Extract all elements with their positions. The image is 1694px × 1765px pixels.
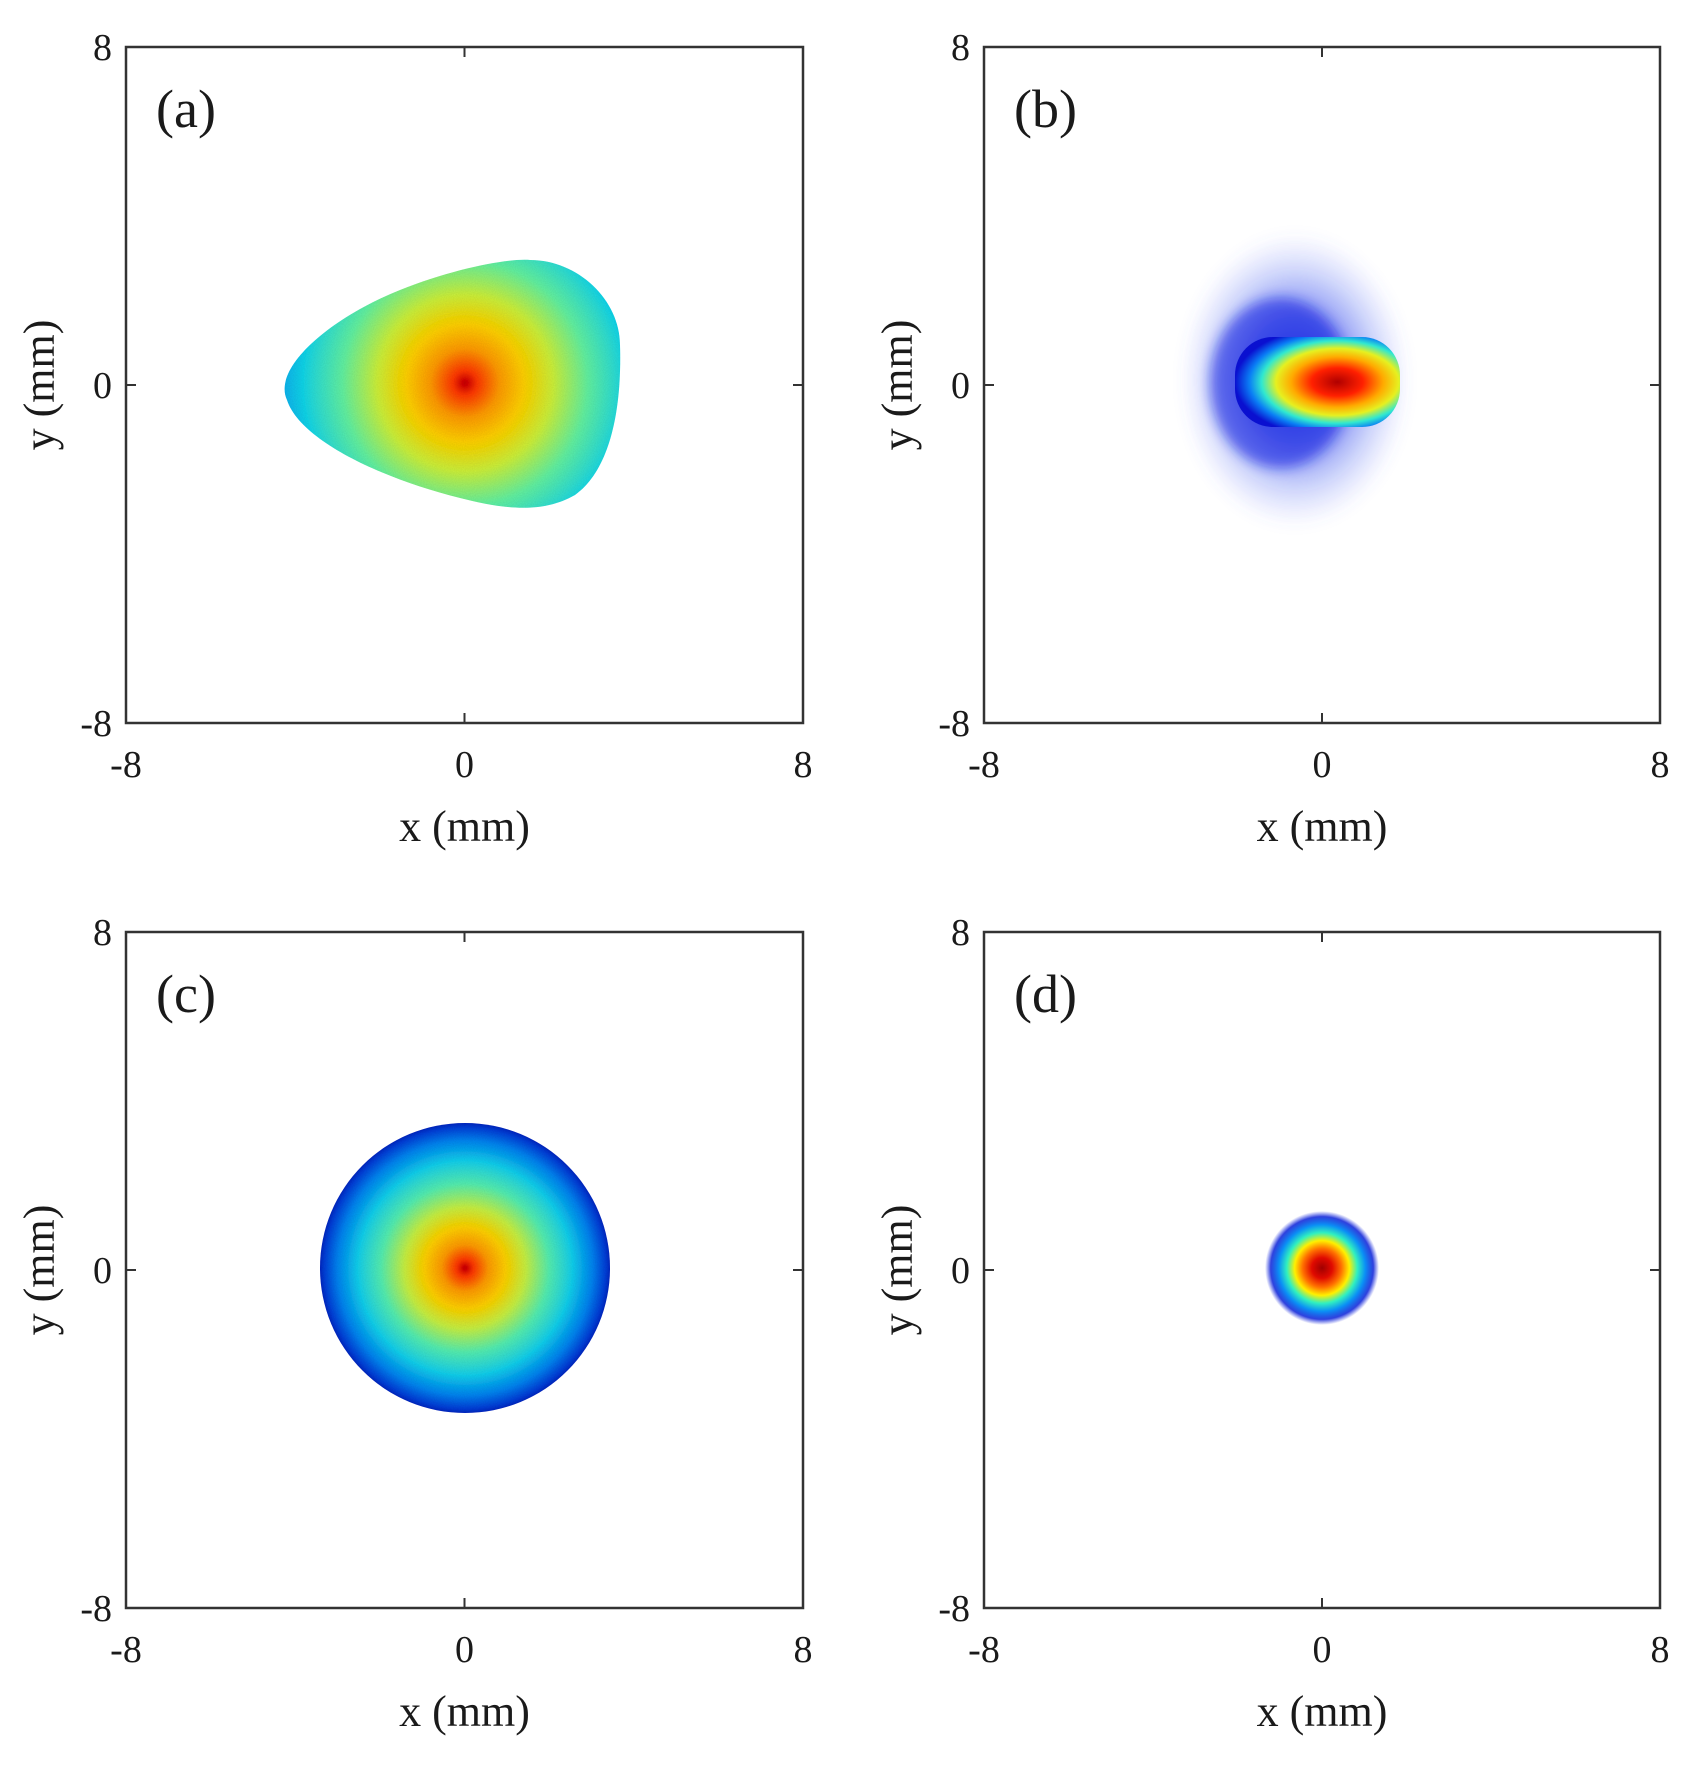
axes-a: -8 0 8 -8 0 8 x (mm) y (mm) (a) (15, 27, 813, 851)
x-tick-label-c-1: 0 (455, 1629, 474, 1671)
x-tick-label-c-2: 8 (794, 1629, 813, 1671)
panel-label-d: (d) (1014, 964, 1077, 1024)
y-axis-label-d: y (mm) (873, 1205, 922, 1336)
heatmap-d (1265, 1211, 1379, 1325)
axes-c: -8 0 8 -8 0 8 x (mm) y (mm) (c) (15, 912, 813, 1736)
y-tick-label-d-1: 0 (951, 1250, 970, 1292)
y-tick-label-c-0: -8 (80, 1588, 112, 1630)
beam-core-b (1235, 337, 1400, 427)
panel-label-c: (c) (156, 964, 216, 1024)
heatmap-a (284, 259, 621, 508)
y-axis-label-b: y (mm) (873, 320, 922, 451)
y-tick-label-d-0: -8 (938, 1588, 970, 1630)
x-axis-label-c: x (mm) (399, 1687, 530, 1736)
x-tick-label-a-0: -8 (110, 744, 142, 786)
x-tick-label-a-1: 0 (455, 744, 474, 786)
y-tick-label-a-2: 8 (93, 27, 112, 69)
y-tick-label-b-1: 0 (951, 365, 970, 407)
x-axis-label-d: x (mm) (1257, 1687, 1388, 1736)
y-tick-label-d-2: 8 (951, 912, 970, 954)
y-tick-label-c-2: 8 (93, 912, 112, 954)
beam-profile-c (320, 1123, 610, 1413)
beam-profile-d (1265, 1211, 1379, 1325)
x-axis-label-a: x (mm) (399, 802, 530, 851)
y-tick-label-b-2: 8 (951, 27, 970, 69)
x-tick-label-a-2: 8 (794, 744, 813, 786)
x-tick-label-c-0: -8 (110, 1629, 142, 1671)
y-tick-label-c-1: 0 (93, 1250, 112, 1292)
panel-label-b: (b) (1014, 79, 1077, 139)
x-tick-label-d-2: 8 (1651, 1629, 1670, 1671)
heatmap-b (1180, 232, 1410, 528)
heatmap-c (320, 1123, 610, 1413)
x-tick-label-d-1: 0 (1313, 1629, 1332, 1671)
panel-a (284, 259, 621, 508)
y-axis-label-c: y (mm) (15, 1205, 64, 1336)
x-tick-label-b-2: 8 (1651, 744, 1670, 786)
panel-d (1265, 1211, 1379, 1325)
panel-c (320, 1123, 610, 1413)
x-tick-label-d-0: -8 (968, 1629, 1000, 1671)
axes-layer: -8 0 8 -8 0 8 x (mm) y (mm) (a) -8 0 8 -8 0 8 x (mm) y (… (15, 27, 1670, 1736)
axes-d: -8 0 8 -8 0 8 x (mm) y (mm) (d) (873, 912, 1670, 1736)
x-tick-label-b-1: 0 (1313, 744, 1332, 786)
y-tick-label-a-1: 0 (93, 365, 112, 407)
panel-b (1180, 232, 1410, 528)
axes-b: -8 0 8 -8 0 8 x (mm) y (mm) (b) (873, 27, 1670, 851)
x-tick-label-b-0: -8 (968, 744, 1000, 786)
beam-profile-a (284, 259, 621, 508)
panel-label-a: (a) (156, 79, 216, 139)
y-tick-label-b-0: -8 (938, 703, 970, 745)
y-axis-label-a: y (mm) (15, 320, 64, 451)
y-tick-label-a-0: -8 (80, 703, 112, 745)
x-axis-label-b: x (mm) (1257, 802, 1388, 851)
